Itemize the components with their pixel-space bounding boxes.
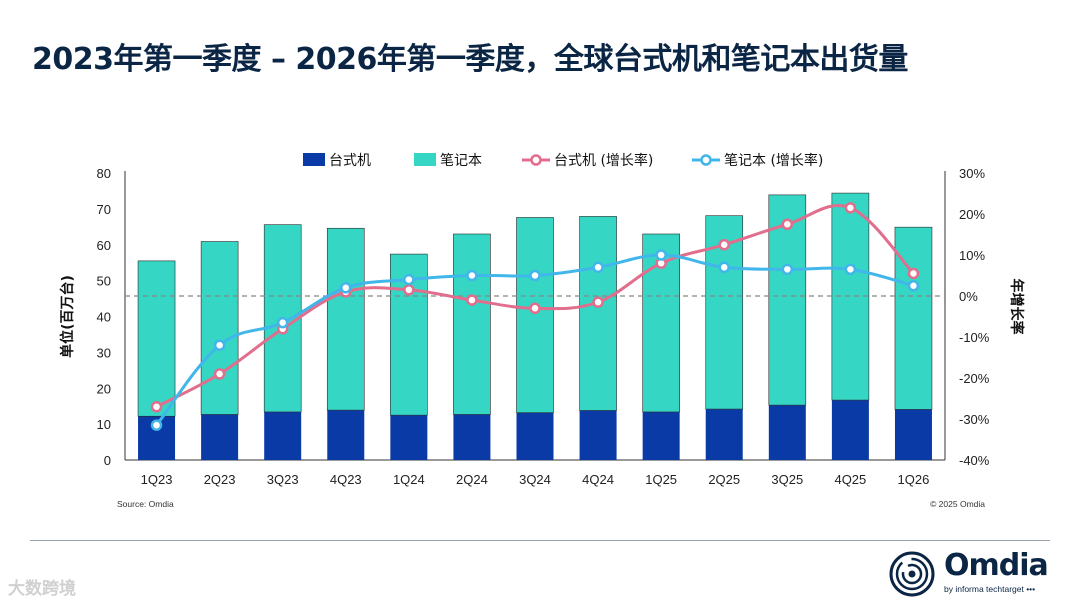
y2-tick-label: 10% <box>959 248 985 263</box>
bar-notebook <box>137 260 176 417</box>
y-tick-label: 20 <box>97 381 111 396</box>
omdia-logo: Omdia by informa techtarget ••• <box>888 548 1058 600</box>
logo-subtitle: by informa techtarget ••• <box>944 584 1036 594</box>
desktop-growth-point <box>781 218 794 230</box>
legend-label-notebook: 笔记本 <box>440 153 482 169</box>
x-tick-label: 1Q26 <box>898 472 930 487</box>
legend-label-desktop-growth: 台式机 (增长率) <box>554 152 653 169</box>
x-tick-label: 4Q25 <box>834 472 866 487</box>
y2-tick-label: 0% <box>959 289 978 304</box>
notebook-growth-point <box>844 263 857 276</box>
y2-tick-label: 30% <box>959 166 985 181</box>
bar-notebook <box>200 241 239 415</box>
y-tick-label: 50 <box>97 274 111 289</box>
y2-tick-label: -30% <box>959 412 990 427</box>
desktop-growth-point <box>466 294 478 306</box>
y2-tick-label: -40% <box>959 453 990 468</box>
legend-marker-notebook-growth <box>700 154 712 166</box>
x-tick-label: 2Q25 <box>708 472 740 487</box>
shipment-chart: 0 10 20 30 40 50 60 70 80 -40% -30% -20% -10% 0% 10% 20… <box>59 152 1025 509</box>
x-tick-label: 3Q23 <box>267 472 299 487</box>
y-axis-title: 单位(百万台) <box>59 275 76 358</box>
bar-desktop <box>264 411 302 460</box>
chart-title: 2023年第一季度 – 2026年第一季度，全球台式机和笔记本出货量 <box>32 42 908 77</box>
notebook-growth-point <box>150 419 163 431</box>
y-tick-label: 0 <box>104 453 111 468</box>
notebook-growth-point <box>403 273 415 286</box>
desktop-growth-point <box>718 239 730 251</box>
y-tick-label: 70 <box>97 202 111 217</box>
legend-swatch-desktop <box>303 153 325 166</box>
omdia-logo-icon <box>889 551 935 597</box>
bar-notebook <box>326 227 365 411</box>
logo-wordmark: Omdia <box>944 548 1049 583</box>
notebook-growth-point <box>340 282 352 294</box>
copyright-note: © 2025 Omdia <box>930 499 985 509</box>
bar-notebook <box>453 233 491 415</box>
bar-desktop <box>390 415 428 460</box>
footer-divider <box>30 540 1050 541</box>
y2-tick-label: -10% <box>959 330 990 345</box>
bar-desktop <box>894 409 932 460</box>
notebook-growth-point <box>276 316 289 329</box>
notebook-growth-point <box>529 269 541 282</box>
x-tick-label: 1Q25 <box>645 472 677 487</box>
source-note: Source: Omdia <box>117 499 174 509</box>
notebook-growth-point <box>781 263 794 276</box>
y-tick-label: 60 <box>97 238 111 253</box>
notebook-growth-point <box>466 269 478 282</box>
y2-tick-label: 20% <box>959 207 985 222</box>
x-tick-label: 1Q24 <box>393 472 425 487</box>
y-tick-label: 30 <box>97 345 111 360</box>
bar-desktop <box>327 410 365 460</box>
x-tick-label: 2Q24 <box>456 472 488 487</box>
desktop-growth-point <box>907 267 920 280</box>
notebook-growth-point <box>213 339 226 351</box>
bar-desktop <box>201 414 239 460</box>
desktop-growth-point <box>529 302 541 315</box>
y-tick-label: 10 <box>97 417 111 432</box>
bar-notebook <box>579 216 617 411</box>
x-tick-label: 3Q25 <box>771 472 803 487</box>
desktop-growth-point <box>592 296 604 308</box>
y-tick-label: 40 <box>97 310 111 325</box>
y-tick-label: 80 <box>97 166 111 181</box>
x-tick-label: 2Q23 <box>204 472 236 487</box>
bar-desktop <box>453 414 491 460</box>
bar-desktop <box>579 410 617 460</box>
bar-desktop <box>642 411 680 460</box>
x-tick-label: 3Q24 <box>519 472 551 487</box>
legend-swatch-notebook <box>414 153 436 166</box>
bar-desktop <box>768 405 806 460</box>
x-tick-label: 4Q23 <box>330 472 362 487</box>
bar-desktop <box>705 409 743 460</box>
legend-marker-desktop-growth <box>530 154 542 166</box>
desktop-growth-point <box>844 202 857 214</box>
legend-label-notebook-growth: 笔记本 (增长率) <box>724 152 823 169</box>
notebook-growth-point <box>718 261 730 274</box>
bar-notebook <box>263 224 302 413</box>
bar-desktop <box>516 412 554 460</box>
x-tick-label: 1Q23 <box>141 472 173 487</box>
y2-axis-title: 年增长率 <box>1008 279 1025 335</box>
bar-notebook <box>894 226 933 410</box>
x-tick-label: 4Q24 <box>582 472 614 487</box>
watermark: 大数跨境 <box>8 579 76 599</box>
desktop-growth-point <box>150 400 163 413</box>
y2-tick-label: -20% <box>959 371 990 386</box>
notebook-growth-point <box>655 249 667 261</box>
desktop-growth-point <box>403 284 415 296</box>
bar-notebook <box>516 217 554 413</box>
legend-label-desktop: 台式机 <box>329 153 371 169</box>
notebook-growth-point <box>592 261 604 274</box>
desktop-growth-point <box>213 368 226 380</box>
notebook-growth-point <box>907 280 920 292</box>
bar-desktop <box>831 400 869 460</box>
